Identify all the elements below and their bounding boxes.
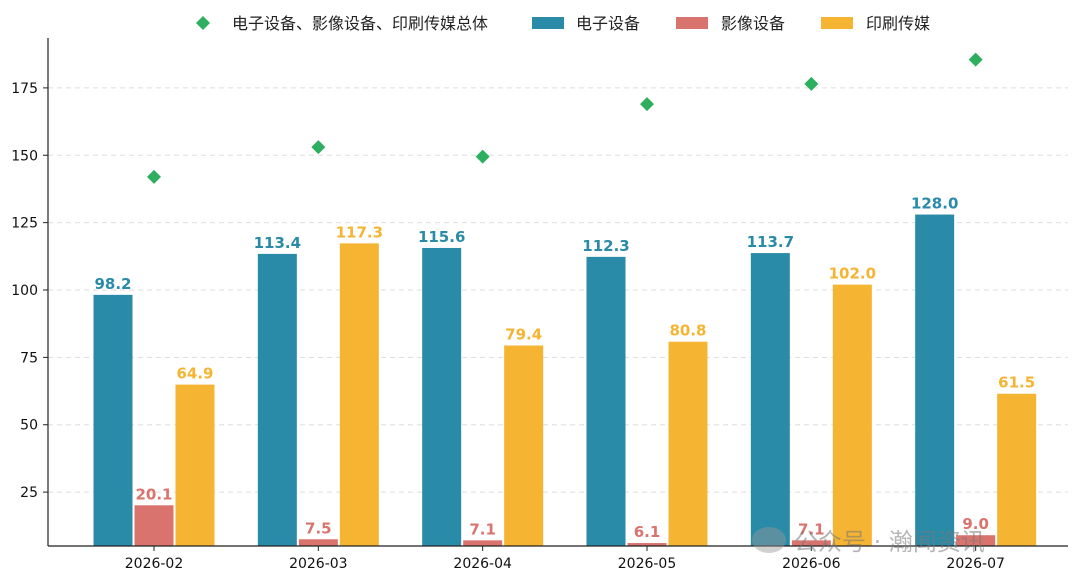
data-label-imaging: 7.1 [469, 520, 496, 538]
data-label-printing: 64.9 [176, 365, 213, 383]
bar-imaging [134, 505, 174, 546]
y-tick-label: 50 [20, 418, 38, 434]
legend-label-total: 电子设备、影像设备、印刷传媒总体 [232, 14, 488, 33]
data-label-electronic: 113.7 [747, 233, 794, 251]
x-tick-label: 2026-03 [289, 556, 348, 572]
bar-printing [832, 284, 872, 546]
legend-label-imaging: 影像设备 [721, 14, 785, 33]
bar-printing [339, 243, 379, 547]
data-label-imaging: 6.1 [634, 523, 661, 541]
watermark: 公众号 · 瀚闻资讯 [752, 522, 985, 557]
x-tick-label: 2026-07 [946, 556, 1005, 572]
legend-marker-printing [821, 17, 853, 29]
bar-imaging [791, 540, 831, 546]
data-label-electronic: 128.0 [911, 195, 958, 213]
total-points [147, 52, 983, 184]
value-labels: 98.2 20.1 64.9 113.4 7.5 117.3 115.6 7.1 79.4 112… [94, 195, 1035, 541]
data-label-electronic: 115.6 [418, 228, 465, 246]
y-tick-label: 175 [11, 81, 38, 97]
bar-electronic [257, 253, 297, 546]
bar-electronic [750, 253, 790, 547]
bars [93, 214, 1037, 547]
legend-marker-total [196, 16, 210, 30]
bar-imaging [956, 535, 996, 546]
legend: 电子设备、影像设备、印刷传媒总体 电子设备 影像设备 印刷传媒 [196, 14, 930, 33]
bar-imaging [463, 540, 503, 546]
legend-label-electronic: 电子设备 [576, 14, 640, 33]
y-tick-label: 125 [11, 216, 38, 232]
data-label-electronic: 113.4 [254, 234, 301, 252]
legend-label-printing: 印刷传媒 [866, 14, 930, 33]
x-tick-label: 2026-05 [618, 556, 677, 572]
data-label-printing: 102.0 [829, 265, 876, 283]
data-label-printing: 80.8 [669, 322, 706, 340]
bar-imaging [627, 543, 667, 546]
total-point [804, 76, 819, 91]
data-label-electronic: 98.2 [94, 275, 131, 293]
x-tick-label: 2026-02 [125, 556, 184, 572]
bar-printing [504, 345, 544, 546]
grid-lines [48, 87, 1068, 493]
y-tick-label: 100 [11, 283, 38, 299]
axes: 25 50 75 100 125 150 175 2026-02 2026-03 2026-04 2… [11, 38, 1068, 572]
data-label-imaging: 7.1 [798, 520, 825, 538]
legend-marker-imaging [676, 17, 708, 29]
x-tick-label: 2026-04 [453, 556, 512, 572]
bar-electronic [915, 214, 955, 546]
total-point [311, 140, 326, 155]
total-point [968, 52, 983, 67]
data-label-printing: 79.4 [505, 326, 542, 344]
watermark-text: 公众号 · 瀚闻资讯 [794, 528, 985, 556]
data-label-imaging: 7.5 [305, 519, 332, 537]
total-point [475, 149, 490, 164]
legend-marker-electronic [532, 17, 564, 29]
total-point [147, 169, 161, 184]
bar-imaging [298, 539, 338, 546]
bar-printing [668, 341, 708, 546]
y-tick-label: 25 [20, 485, 38, 501]
data-label-printing: 61.5 [998, 374, 1035, 392]
data-label-printing: 117.3 [336, 223, 383, 241]
bar-electronic [422, 247, 462, 547]
y-tick-label: 75 [20, 350, 38, 366]
bar-printing [175, 384, 215, 546]
data-label-imaging: 9.0 [962, 515, 989, 533]
wechat-icon [752, 526, 786, 553]
data-label-electronic: 112.3 [582, 237, 629, 255]
data-label-imaging: 20.1 [135, 485, 172, 503]
bar-electronic [93, 294, 133, 546]
x-tick-label: 2026-06 [782, 556, 841, 572]
bar-printing [997, 393, 1037, 546]
total-point [640, 97, 654, 112]
y-tick-label: 150 [11, 148, 38, 164]
bar-electronic [586, 256, 626, 546]
